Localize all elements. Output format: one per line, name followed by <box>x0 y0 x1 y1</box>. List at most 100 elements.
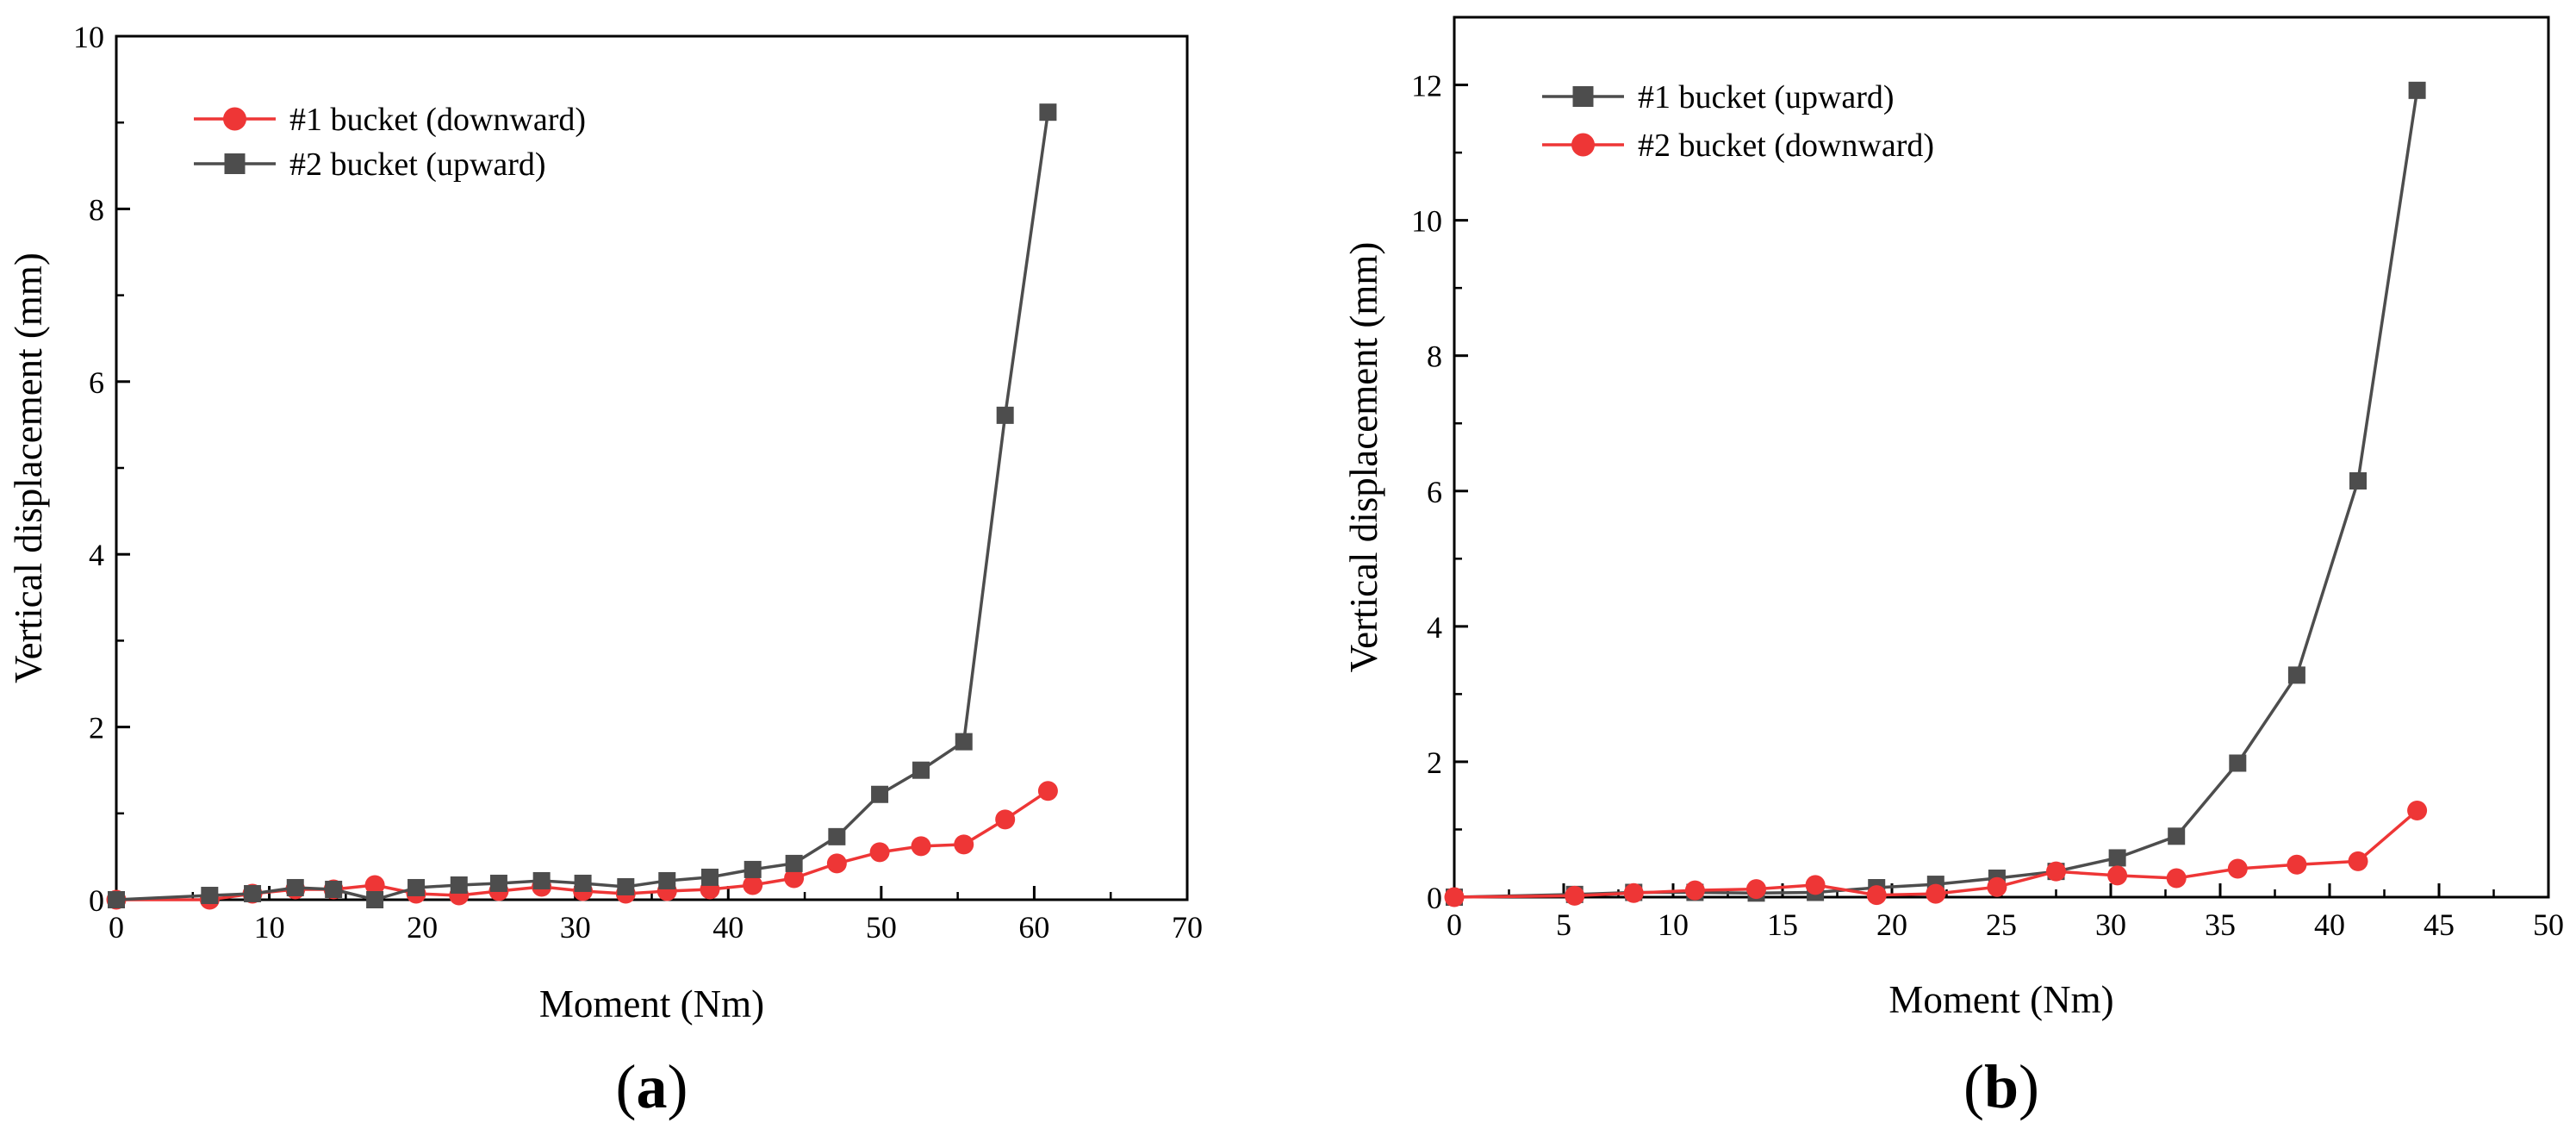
data-point-circle <box>1746 879 1767 900</box>
x-tick-label: 20 <box>1876 907 1907 942</box>
data-point-circle <box>1987 876 2007 897</box>
x-tick-label: 5 <box>1556 907 1571 942</box>
legend-item: #1 bucket (downward) <box>194 102 586 138</box>
y-tick-label: 6 <box>1427 475 1442 509</box>
data-point-square <box>828 827 846 845</box>
data-point-square <box>871 785 889 803</box>
legend-item: #2 bucket (upward) <box>194 147 546 183</box>
data-point-square <box>108 891 125 908</box>
data-point-square <box>2349 471 2368 490</box>
series-line <box>115 111 1050 901</box>
x-tick-label: 50 <box>2533 907 2564 942</box>
x-tick-label: 10 <box>1658 907 1689 942</box>
x-tick-label: 40 <box>712 910 744 945</box>
data-point-circle <box>2046 861 2066 882</box>
x-tick-label: 50 <box>866 910 897 945</box>
data-point-circle <box>869 842 890 863</box>
y-axis-title: Vertical displacement (mm) <box>7 253 50 683</box>
chart-panel-a: 0 10 20 30 40 50 60 70 0 2 4 6 8 10 Moment (Nm) Verti… <box>7 20 1203 1121</box>
series-square <box>108 103 1057 908</box>
x-tick-label: 20 <box>407 910 438 945</box>
data-point-circle <box>1684 880 1705 901</box>
data-point-circle <box>1926 883 1946 904</box>
plot-area-frame <box>115 34 1189 901</box>
axis-ticks: 0 10 20 30 40 50 60 70 0 2 4 6 8 10 <box>73 20 1203 945</box>
x-tick-label: 70 <box>1172 910 1203 945</box>
data-point-circle <box>1565 885 1585 906</box>
data-point-circle <box>1037 781 1058 801</box>
data-point-square <box>2287 666 2305 684</box>
series-square <box>1446 81 2426 906</box>
data-point-circle <box>2348 851 2368 871</box>
data-point-circle <box>2227 858 2248 879</box>
data-point-circle <box>364 875 385 895</box>
y-tick-label: 12 <box>1411 69 1442 103</box>
axis-ticks: 0 5 10 15 20 25 30 35 40 45 50 0 2 4 6 8 10 12 <box>1411 16 2564 942</box>
data-point-circle <box>1623 882 1644 903</box>
data-point-circle <box>1444 887 1465 907</box>
data-point-circle <box>223 107 246 131</box>
series-layer <box>1444 81 2428 907</box>
data-point-square <box>201 886 219 904</box>
data-point-square <box>2408 81 2426 99</box>
panel-label: (b) <box>1963 1052 2039 1121</box>
data-point-circle <box>954 834 974 855</box>
panel-label: (a) <box>616 1052 688 1121</box>
data-point-circle <box>1571 133 1595 157</box>
data-point-square <box>366 891 384 908</box>
y-tick-label: 10 <box>1411 204 1442 239</box>
y-tick-label: 2 <box>1427 745 1442 780</box>
data-point-circle <box>743 875 763 895</box>
data-point-circle <box>2107 865 2128 886</box>
data-point-square <box>744 860 762 878</box>
legend-label: #1 bucket (upward) <box>1638 79 1895 115</box>
x-axis-title: Moment (Nm) <box>539 982 764 1026</box>
x-tick-label: 25 <box>1986 907 2017 942</box>
x-axis-title: Moment (Nm) <box>1888 978 2113 1021</box>
y-tick-label: 8 <box>1427 340 1442 374</box>
panel-letter: b <box>1984 1052 2019 1121</box>
data-point-square <box>996 406 1014 424</box>
data-point-square <box>785 854 803 872</box>
data-point-square <box>912 761 930 779</box>
y-tick-label: 4 <box>89 538 104 572</box>
data-point-square <box>408 878 426 896</box>
chart-panel-b: 0 5 10 15 20 25 30 35 40 45 50 0 2 4 6 8 10 12 Moment (Nm… <box>1342 16 2564 1121</box>
data-point-square <box>2168 827 2186 845</box>
data-point-square <box>244 884 262 902</box>
data-point-square <box>658 871 676 889</box>
x-tick-label: 10 <box>254 910 285 945</box>
data-point-square <box>1572 86 1594 107</box>
data-point-square <box>489 874 507 892</box>
legend: #1 bucket (downward) #2 bucket (upward) <box>194 102 586 183</box>
y-tick-label: 6 <box>89 365 104 400</box>
legend: #1 bucket (upward) #2 bucket (downward) <box>1542 79 1934 164</box>
y-tick-label: 0 <box>89 883 104 918</box>
x-tick-label: 30 <box>2095 907 2126 942</box>
data-point-circle <box>784 868 805 889</box>
legend-item: #1 bucket (upward) <box>1542 79 1895 115</box>
y-tick-label: 10 <box>73 20 104 54</box>
x-tick-label: 30 <box>560 910 591 945</box>
legend-label: #2 bucket (upward) <box>289 147 546 183</box>
data-point-square <box>224 153 246 174</box>
x-tick-label: 40 <box>2314 907 2345 942</box>
series-layer <box>106 103 1058 910</box>
y-axis-title: Vertical displacement (mm) <box>1342 242 1385 673</box>
data-point-square <box>325 880 343 898</box>
data-point-circle <box>1866 885 1887 906</box>
x-tick-label: 0 <box>109 910 124 945</box>
x-tick-label: 0 <box>1447 907 1462 942</box>
legend-label: #2 bucket (downward) <box>1638 128 1934 164</box>
data-point-circle <box>2287 854 2307 875</box>
plot-area-frame <box>1453 16 2550 899</box>
series-line <box>1453 809 2418 899</box>
x-tick-label: 60 <box>1018 910 1049 945</box>
x-tick-label: 35 <box>2205 907 2236 942</box>
y-tick-label: 4 <box>1427 610 1442 645</box>
data-point-square <box>574 874 592 892</box>
legend-label: #1 bucket (downward) <box>289 102 586 138</box>
legend-item: #2 bucket (downward) <box>1542 128 1934 164</box>
series-circle <box>1444 800 2428 907</box>
